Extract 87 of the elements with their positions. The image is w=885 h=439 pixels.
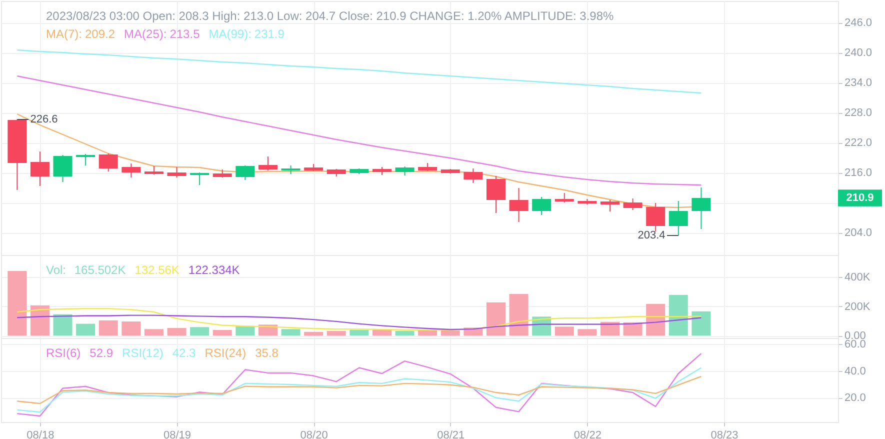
bar (30, 305, 50, 336)
y-tick-label: 222.0 (844, 137, 872, 149)
bar (326, 330, 346, 336)
annotation: 209.2 (85, 27, 116, 41)
candlestick (53, 154, 72, 182)
bar (281, 329, 300, 336)
y-tick-label: 234.0 (844, 77, 872, 89)
candlestick (554, 192, 574, 203)
line-series (16, 376, 702, 404)
candlestick (190, 172, 210, 186)
bar (167, 328, 186, 336)
candlestick (464, 168, 483, 184)
bar (122, 321, 141, 336)
series-label: Vol: (46, 263, 66, 277)
y-tick-label: 246.0 (844, 17, 872, 29)
text: RSI(6) (46, 346, 81, 360)
candlestick (30, 151, 50, 186)
bar (8, 270, 27, 336)
y-tick-label: 216.0 (844, 167, 872, 179)
x-tick-label: 08/18 (26, 430, 54, 439)
candlestick (236, 165, 255, 180)
candlestick (122, 163, 141, 178)
bar (668, 294, 688, 336)
candlestick (509, 188, 528, 222)
line-series (16, 367, 702, 413)
bar (98, 320, 118, 336)
text: MA(7): (46, 27, 82, 41)
line-series (16, 308, 702, 331)
annotation: 132.56K (134, 263, 180, 277)
x-tick-label: 08/20 (300, 430, 328, 439)
y-tick-label: 240.0 (844, 47, 872, 59)
bar (440, 330, 460, 336)
bar (76, 324, 96, 336)
annotation: 203.4 (638, 230, 666, 242)
text: RSI(24) (204, 346, 246, 360)
y-tick-label: 60.0 (844, 338, 866, 351)
bar (646, 304, 666, 336)
y-tick-label: 228.0 (844, 107, 872, 119)
candlestick (532, 196, 552, 216)
bar (692, 311, 711, 336)
candlestick (98, 153, 118, 172)
y-tick-label: 40.0 (844, 365, 866, 378)
text: MA(25): (124, 27, 167, 41)
y-tick-label: 20.0 (844, 392, 866, 404)
line-series (16, 314, 702, 330)
bar (395, 330, 414, 336)
bar (304, 332, 324, 336)
annotation: 42.3 (172, 346, 196, 360)
bar (53, 314, 72, 336)
series-label: MA(99): (208, 27, 252, 41)
annotation: 231.9 (254, 27, 285, 41)
x-tick-label: 08/23 (710, 430, 738, 439)
bar (144, 329, 164, 336)
x-tick-label: 08/21 (437, 430, 465, 439)
x-tick-label: 08/19 (163, 430, 192, 439)
line-series (16, 75, 702, 186)
bar (509, 294, 528, 336)
annotation: 52.9 (90, 346, 114, 360)
bar (486, 302, 506, 336)
bar (554, 326, 574, 336)
y-tick-label: 400K (844, 272, 871, 284)
candlestick (692, 187, 711, 230)
annotation: 122.334K (188, 263, 240, 277)
bar (236, 326, 255, 336)
candlestick (167, 166, 186, 178)
bar (578, 329, 597, 336)
candlestick (258, 156, 278, 171)
candlestick (600, 200, 620, 212)
annotation: 165.502K (74, 263, 126, 277)
bar (350, 330, 369, 336)
y-tick-label: 204.0 (844, 227, 872, 239)
bar (190, 327, 210, 336)
annotation: 213.5 (170, 27, 200, 41)
annotation: 210.9 (846, 192, 874, 204)
candlestick (646, 202, 666, 232)
candlestick (76, 154, 96, 166)
annotation: 35.8 (255, 346, 279, 360)
bar (212, 330, 232, 336)
line-series (16, 49, 702, 94)
annotation: 226.6 (30, 114, 58, 126)
text: RSI(12) (122, 346, 164, 360)
y-tick-label: 200K (844, 300, 871, 313)
candlestick (486, 176, 506, 214)
candlestick (623, 198, 642, 210)
x-tick-label: 08/22 (574, 430, 602, 439)
annotation: 2023/08/23 03:00 Open: 208.3 High: 213.0 Low: 204.7 Close: 210.9 CHANGE: 1.20% AMPLITUDE: 3.98% (46, 9, 614, 23)
bar (372, 330, 392, 336)
